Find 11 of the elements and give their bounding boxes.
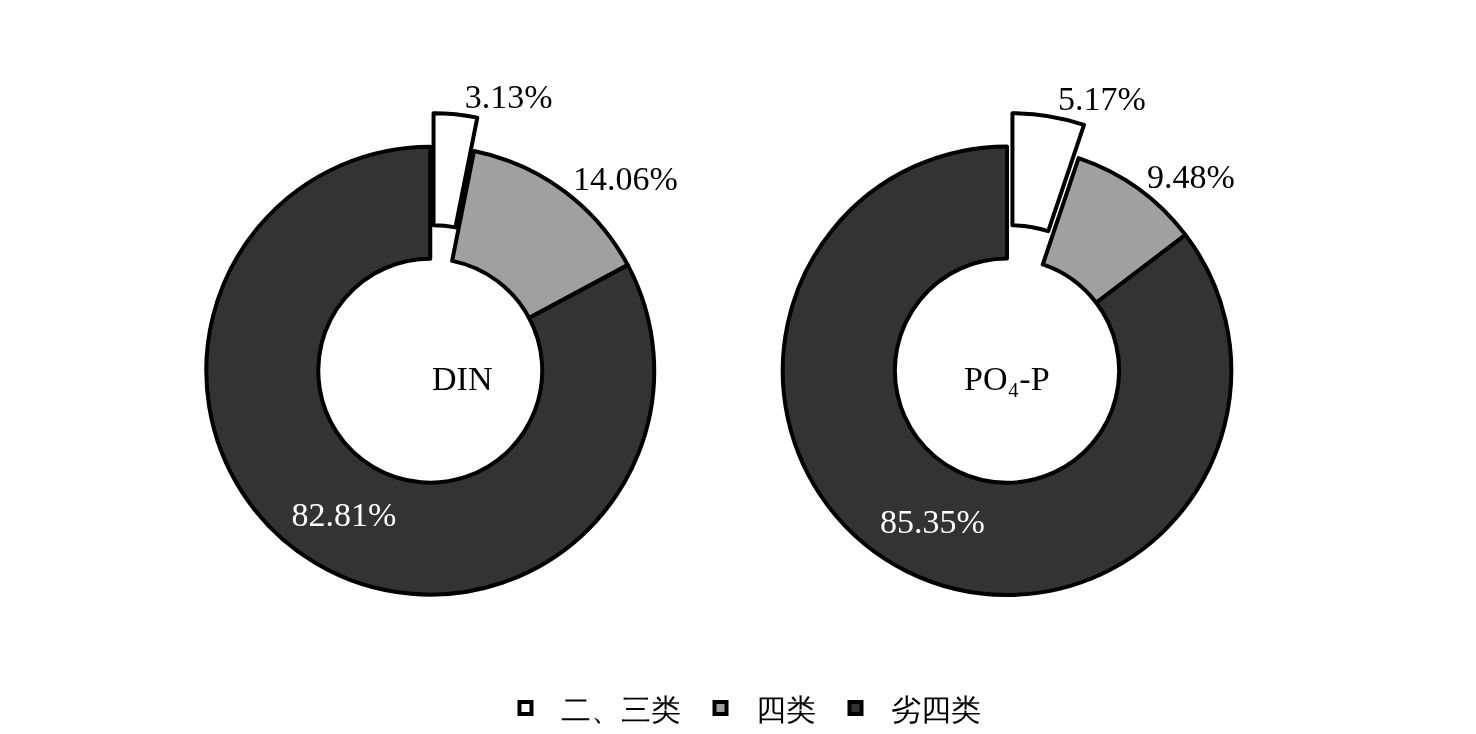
legend-label: 四类 [755, 692, 816, 726]
data-label: 85.35% [879, 502, 985, 540]
data-label: 82.81% [291, 496, 397, 534]
data-label: 14.06% [572, 160, 678, 198]
legend-label: 二、三类 [560, 692, 681, 726]
data-label: 3.13% [464, 77, 553, 115]
text: PO₄-P [964, 360, 1050, 397]
data-label: 5.17% [1057, 79, 1146, 117]
text: DIN [432, 360, 493, 397]
data-label: 9.48% [1147, 157, 1235, 195]
legend-label: 劣四类 [890, 692, 981, 726]
